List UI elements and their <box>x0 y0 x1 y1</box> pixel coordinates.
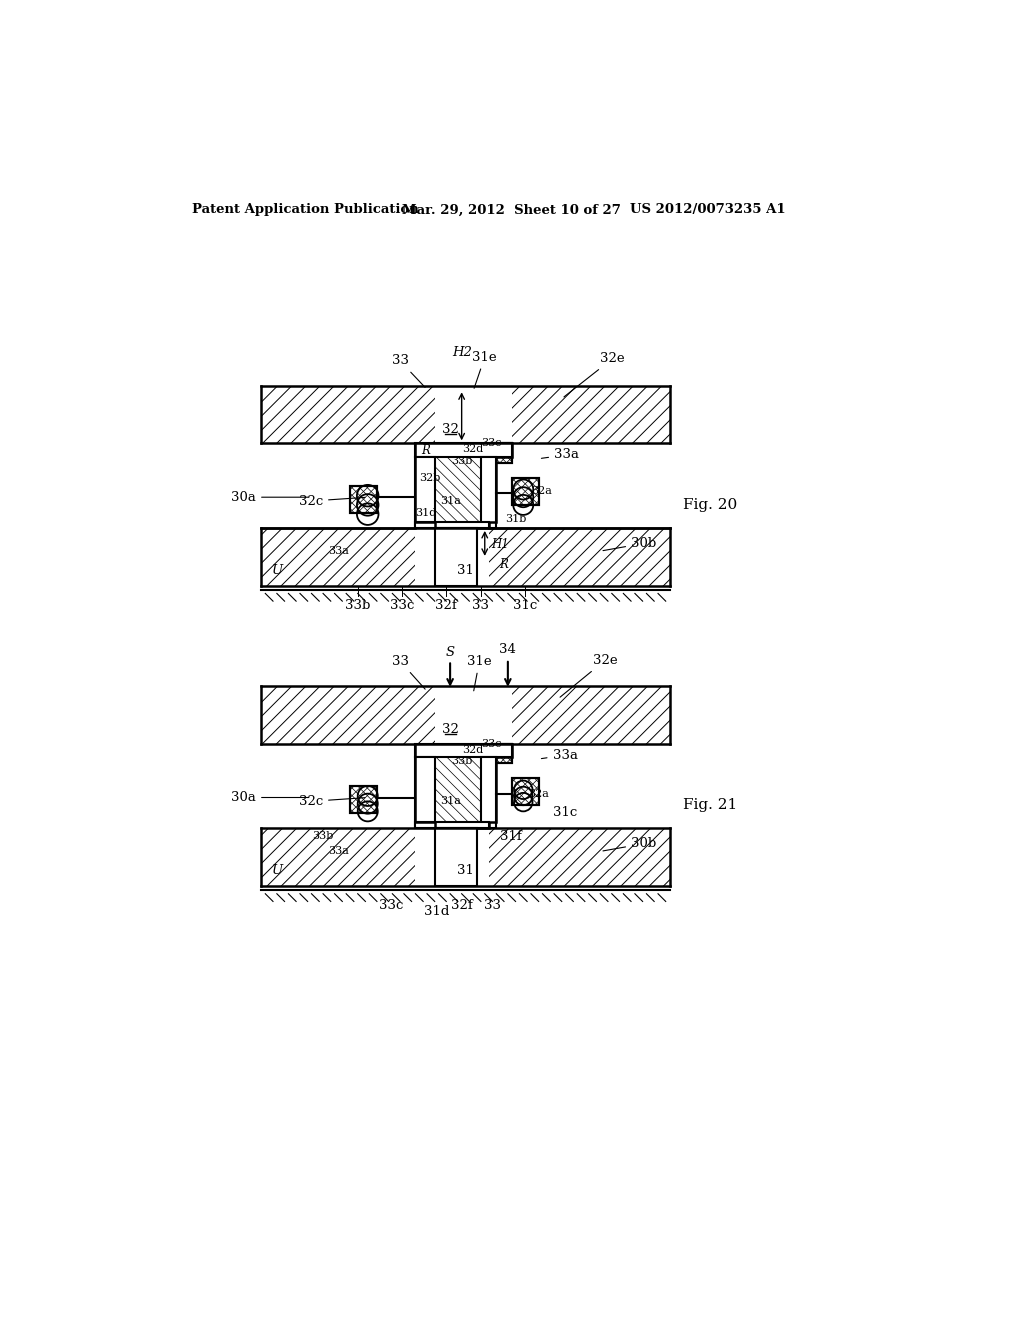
Polygon shape <box>261 686 435 743</box>
Polygon shape <box>435 528 477 586</box>
Text: 31: 31 <box>457 865 474 878</box>
Text: Patent Application Publication: Patent Application Publication <box>193 203 419 216</box>
Text: 32e: 32e <box>560 653 617 697</box>
Text: Fig. 20: Fig. 20 <box>683 498 737 512</box>
Text: 32a: 32a <box>528 788 549 799</box>
Text: 33c: 33c <box>480 438 501 449</box>
Text: Mar. 29, 2012  Sheet 10 of 27: Mar. 29, 2012 Sheet 10 of 27 <box>402 203 622 216</box>
Polygon shape <box>350 785 377 813</box>
Polygon shape <box>416 822 488 829</box>
Polygon shape <box>261 385 435 444</box>
Text: 32a: 32a <box>531 486 552 496</box>
Text: 33b: 33b <box>451 455 472 466</box>
Polygon shape <box>512 779 539 805</box>
Text: 33a: 33a <box>328 846 349 857</box>
Polygon shape <box>495 444 512 462</box>
Text: U: U <box>271 865 283 878</box>
Text: 33c: 33c <box>390 599 415 612</box>
Text: 32f: 32f <box>435 599 457 612</box>
Text: 30a: 30a <box>231 791 308 804</box>
Text: 32b: 32b <box>419 474 440 483</box>
Text: 30a: 30a <box>231 491 308 504</box>
Text: H1: H1 <box>490 539 509 552</box>
Text: 31: 31 <box>457 564 474 577</box>
Text: 32d: 32d <box>463 744 483 755</box>
Text: 31d: 31d <box>424 906 449 919</box>
Polygon shape <box>416 444 512 457</box>
Polygon shape <box>512 686 670 743</box>
Polygon shape <box>495 743 512 763</box>
Text: 32c: 32c <box>299 495 365 508</box>
Polygon shape <box>350 486 377 512</box>
Polygon shape <box>416 457 435 528</box>
Text: 32e: 32e <box>564 352 625 397</box>
Text: R: R <box>421 445 430 458</box>
Text: 31a: 31a <box>439 496 461 506</box>
Text: 30b: 30b <box>603 837 656 851</box>
Text: 33: 33 <box>472 599 489 612</box>
Polygon shape <box>512 478 539 506</box>
Text: 32d: 32d <box>463 445 483 454</box>
Text: H2: H2 <box>452 346 472 359</box>
Text: 33a: 33a <box>542 748 578 762</box>
Polygon shape <box>416 521 488 528</box>
Text: US 2012/0073235 A1: US 2012/0073235 A1 <box>630 203 785 216</box>
Text: 33c: 33c <box>480 739 501 748</box>
Polygon shape <box>416 743 512 758</box>
Text: 34: 34 <box>500 643 516 656</box>
Text: 31c: 31c <box>513 599 537 612</box>
Polygon shape <box>435 829 477 886</box>
Text: 31d: 31d <box>415 508 436 517</box>
Text: 30b: 30b <box>603 537 656 550</box>
Text: 33c: 33c <box>379 899 403 912</box>
Text: 33b: 33b <box>345 599 371 612</box>
Text: U: U <box>271 564 283 577</box>
Text: 32f: 32f <box>451 899 472 912</box>
Text: 33: 33 <box>391 655 425 689</box>
Polygon shape <box>261 829 416 886</box>
Text: Fig. 21: Fig. 21 <box>683 799 737 812</box>
Text: 31e: 31e <box>472 351 497 388</box>
Text: 32: 32 <box>441 422 459 436</box>
Text: 33a: 33a <box>542 449 579 462</box>
Polygon shape <box>435 457 481 521</box>
Polygon shape <box>481 457 497 528</box>
Text: 31e: 31e <box>467 655 492 690</box>
Polygon shape <box>481 758 497 829</box>
Polygon shape <box>512 385 670 444</box>
Text: 33: 33 <box>484 899 501 912</box>
Polygon shape <box>435 758 481 822</box>
Text: 31a: 31a <box>439 796 461 807</box>
Text: 33b: 33b <box>451 756 472 767</box>
Text: 31c: 31c <box>553 807 577 820</box>
Text: S: S <box>445 647 455 659</box>
Text: 33a: 33a <box>328 546 349 556</box>
Text: 32: 32 <box>441 723 459 737</box>
Text: 33b: 33b <box>312 832 334 841</box>
Text: 31f: 31f <box>500 829 522 842</box>
Text: 32c: 32c <box>299 795 365 808</box>
Polygon shape <box>435 829 476 886</box>
Text: R: R <box>500 558 508 572</box>
Text: 31b: 31b <box>505 513 526 524</box>
Polygon shape <box>416 758 435 829</box>
Polygon shape <box>435 528 476 585</box>
Text: 33: 33 <box>391 354 425 387</box>
Polygon shape <box>261 528 416 586</box>
Polygon shape <box>488 829 670 886</box>
Polygon shape <box>488 528 670 586</box>
